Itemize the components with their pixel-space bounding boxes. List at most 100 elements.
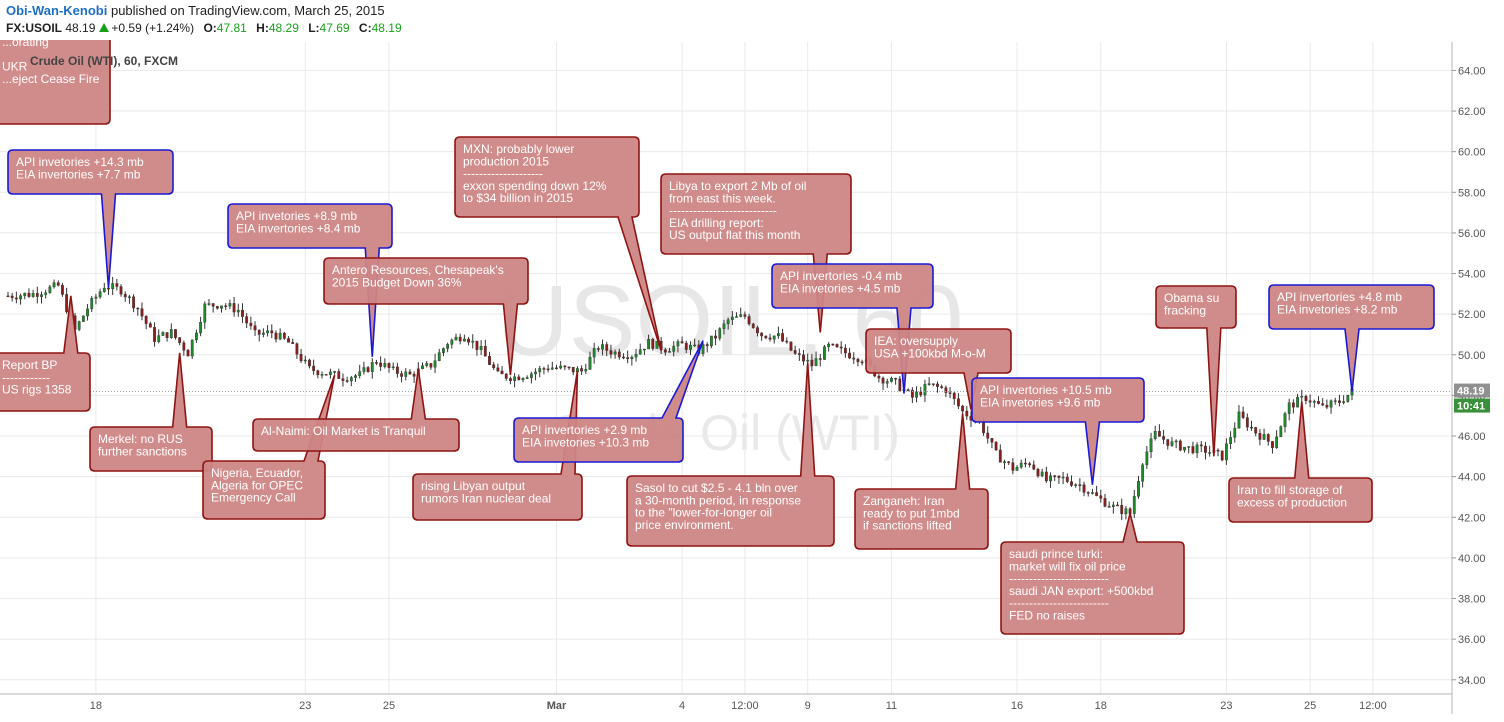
callout[interactable]: Al-Naimi: Oil Market is Tranquil [252,368,460,452]
candle-body [848,352,851,359]
candle-body [333,371,336,373]
candle-body [1036,469,1040,477]
callout-bubble [1155,285,1237,457]
candle-body [1158,431,1161,437]
price-change: +0.59 (+1.24%) [111,21,195,35]
candle-body [23,292,27,296]
candle-body [1145,451,1149,466]
callout-text: Obama su [1164,291,1219,305]
callout-text: -------------------- [463,167,543,181]
candle-body [190,339,194,357]
callout[interactable]: saudi prince turki:market will fix oil p… [1000,513,1185,635]
candle-body [525,377,529,379]
price-tick-label: 52.00 [1458,309,1486,321]
price-chart[interactable]: USOIL, 60 Crude Oil (WTI) ...oratingUKR.… [0,40,1504,722]
time-tick-label: 25 [1304,700,1316,712]
callout-text: Antero Resources, Chesapeak's [332,263,504,277]
callout-text: API invertories -0.4 mb [780,269,902,283]
candle-body [890,378,893,382]
publish-text: published on TradingView.com, March 25, … [110,3,385,18]
candle-body [1082,484,1086,493]
candle-body [1283,413,1287,427]
candle-body [760,332,764,337]
candle-body [1245,417,1249,428]
candle-body [266,330,269,334]
candle-body [1132,496,1136,514]
high-value: 48.29 [268,21,299,35]
candle-body [1019,462,1023,468]
callout-text: EIA invertories +7.7 mb [16,167,141,181]
candle-body [299,353,303,362]
callout-text: API invetories +14.3 mb [16,155,144,169]
candle-body [81,315,85,322]
candle-body [944,387,948,393]
candle-body [998,449,1002,463]
candle-body [14,297,18,300]
candle-body [475,340,479,350]
candle-body [1271,441,1274,448]
candle-body [1195,444,1199,454]
callout-bubble [626,362,835,547]
callout-text: EIA invetories +4.5 mb [780,281,901,295]
candle-body [19,295,22,300]
price-axis[interactable]: 34.0036.0038.0040.0042.0044.0046.0048.00… [1451,42,1486,714]
candle-body [936,383,939,387]
callout-text: API invetories +8.9 mb [236,209,357,223]
candle-body [387,363,391,368]
callout-text: ------------ [2,370,50,384]
author-link[interactable]: Obi-Wan-Kenobi [6,3,108,18]
candle-body [1321,403,1325,406]
callout-text: EIA drilling report: [669,216,764,230]
candle-body [1091,492,1094,494]
callout[interactable]: Report BP------------US rigs 1358 [0,295,91,412]
candle-body [128,296,131,298]
candle-body [1287,402,1291,414]
candle-body [1166,439,1170,446]
open-label: O: [203,21,217,35]
up-arrow-icon [99,23,110,32]
candle-body [730,316,734,320]
candle-body [1086,492,1090,494]
candle-body [831,343,835,346]
price-tick-label: 34.00 [1458,675,1486,687]
candle-body [421,365,424,369]
callout[interactable]: Nigeria, Ecuador,Algeria for OPECEmergen… [202,374,336,520]
candle-body [312,365,316,371]
callout-text: API invertories +2.9 mb [522,423,647,437]
callout-bubble [202,374,336,520]
candle-body [756,327,759,334]
candle-body [776,333,780,337]
price-tick-label: 42.00 [1458,512,1486,524]
callout-text: US rigs 1358 [2,383,72,397]
candle-body [634,353,638,358]
callout-bubble [323,257,529,376]
time-axis[interactable]: 18 23 25 Mar 4 12:00 9 11 16 18 23 25 12:00 [0,693,1452,712]
low-value: 47.69 [319,21,350,35]
candle-body [262,332,265,335]
candle-body [1346,394,1350,402]
candle-body [1275,436,1279,448]
callout[interactable]: ...orating UKR...eject Cease Fire [0,40,111,125]
candle-body [437,352,441,361]
candle-body [546,368,550,371]
candle-body [580,368,584,372]
candle-body [1338,400,1341,403]
candle-body [814,358,818,367]
candle-body [375,362,378,364]
callout-text: Emergency Call [211,491,296,505]
callout-text: --------------------------- [669,204,777,218]
